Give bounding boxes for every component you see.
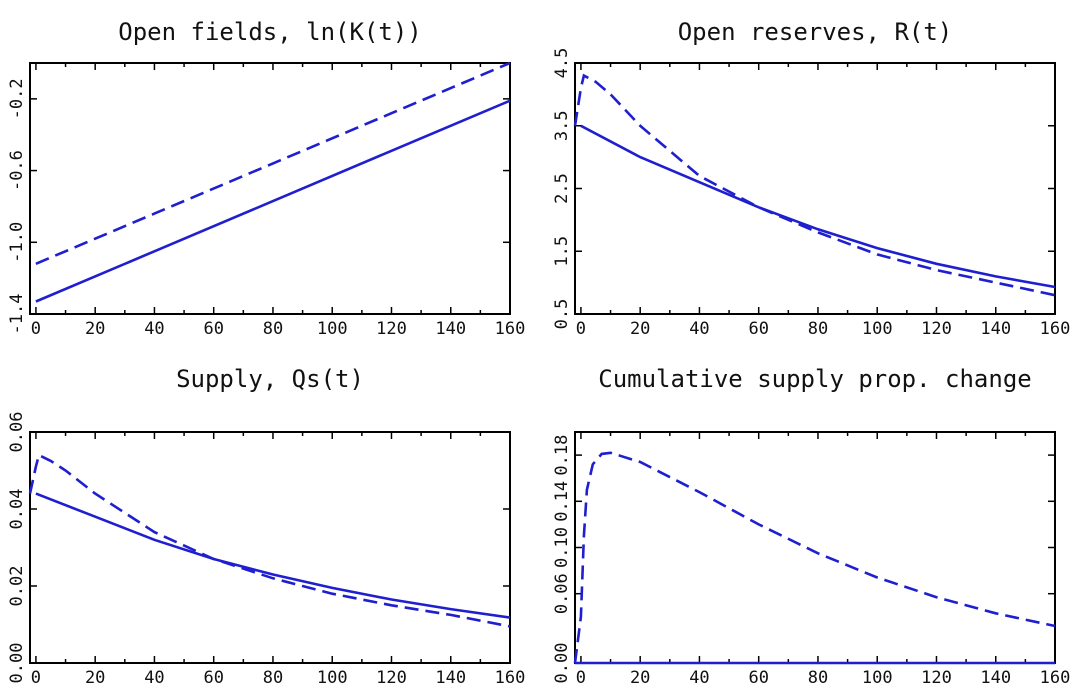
- x-tick-label: 160: [495, 668, 526, 688]
- y-tick-label: 0.5: [552, 299, 572, 330]
- x-tick-label: 100: [862, 668, 893, 688]
- series-dashed-line: [573, 451, 1056, 664]
- x-tick-label: 140: [980, 319, 1011, 339]
- y-tick-label: 0.00: [7, 643, 27, 684]
- x-tick-label: 120: [921, 319, 952, 339]
- x-tick-label: 160: [1040, 668, 1071, 688]
- x-tick-label: 80: [263, 668, 283, 688]
- y-tick-label: 0.06: [7, 412, 27, 453]
- y-tick-label: 1.5: [552, 236, 572, 267]
- x-tick-label: 20: [630, 668, 650, 688]
- y-tick-label: 0.10: [552, 527, 572, 568]
- x-tick-label: 20: [630, 319, 650, 339]
- x-tick-label: 40: [689, 668, 709, 688]
- plot-frame: [29, 62, 511, 315]
- series-solid-line: [35, 99, 511, 303]
- y-tick-label: 4.5: [552, 48, 572, 79]
- chart-panel-1: Open fields, ln(K(t)) 0 20 40 60 80 100 120 140 1…: [7, 18, 525, 339]
- x-tick-label: 140: [435, 319, 466, 339]
- x-tick-label: 120: [376, 319, 407, 339]
- series-solid-line: [580, 124, 1056, 289]
- x-tick-label: 0: [576, 668, 586, 688]
- series-dashed-line: [28, 453, 511, 628]
- x-tick-label: 60: [748, 319, 768, 339]
- x-tick-label: 100: [317, 319, 348, 339]
- chart-title: Open reserves, R(t): [678, 18, 953, 46]
- y-tick-label: -0.6: [7, 150, 27, 191]
- x-tick-label: 60: [203, 319, 223, 339]
- x-tick-label: 140: [435, 668, 466, 688]
- y-tick-label: 0.06: [552, 573, 572, 614]
- chart-panel-2: Open reserves, R(t) 0 20 40 60 80 100 120 140 160…: [552, 18, 1070, 339]
- x-tick-label: 120: [376, 668, 407, 688]
- x-tick-label: 0: [576, 319, 586, 339]
- plot-frame: [29, 431, 511, 664]
- x-tick-label: 140: [980, 668, 1011, 688]
- x-tick-label: 20: [85, 319, 105, 339]
- x-tick-label: 20: [85, 668, 105, 688]
- x-tick-label: 100: [317, 668, 348, 688]
- x-tick-label: 60: [748, 668, 768, 688]
- x-tick-label: 100: [862, 319, 893, 339]
- x-tick-label: 40: [689, 319, 709, 339]
- chart-title: Cumulative supply prop. change: [598, 365, 1031, 393]
- chart-title: Supply, Qs(t): [176, 365, 364, 393]
- y-tick-label: 0.02: [7, 566, 27, 607]
- x-tick-label: 80: [808, 319, 828, 339]
- y-tick-label: 0.00: [552, 643, 572, 684]
- x-tick-label: 160: [1040, 319, 1071, 339]
- chart-title: Open fields, ln(K(t)): [118, 18, 421, 46]
- x-tick-label: 160: [495, 319, 526, 339]
- x-tick-label: 80: [263, 319, 283, 339]
- x-tick-label: 40: [144, 319, 164, 339]
- x-tick-label: 80: [808, 668, 828, 688]
- chart-panel-4: Cumulative supply prop. change 0 20 40 60 80 1…: [552, 365, 1070, 688]
- y-tick-label: 0.04: [7, 489, 27, 530]
- x-tick-label: 40: [144, 668, 164, 688]
- y-tick-label: -1.4: [7, 294, 27, 335]
- plot-frame: [574, 62, 1056, 315]
- series-dashed-line: [35, 61, 511, 265]
- y-tick-label: 2.5: [552, 173, 572, 204]
- chart-panel-3: Supply, Qs(t) 0 20 40 60 80 100 120 140 160 0.00 0.…: [7, 365, 525, 688]
- y-tick-label: -1.0: [7, 222, 27, 263]
- y-tick-label: -0.2: [7, 78, 27, 119]
- y-tick-label: 0.18: [552, 435, 572, 476]
- x-tick-label: 0: [31, 668, 41, 688]
- x-tick-label: 0: [31, 319, 41, 339]
- x-tick-label: 60: [203, 668, 223, 688]
- y-tick-label: 0.14: [552, 481, 572, 522]
- x-tick-label: 120: [921, 668, 952, 688]
- series-solid-line: [35, 492, 511, 619]
- y-tick-label: 3.5: [552, 110, 572, 141]
- series-dashed-line: [573, 73, 1056, 297]
